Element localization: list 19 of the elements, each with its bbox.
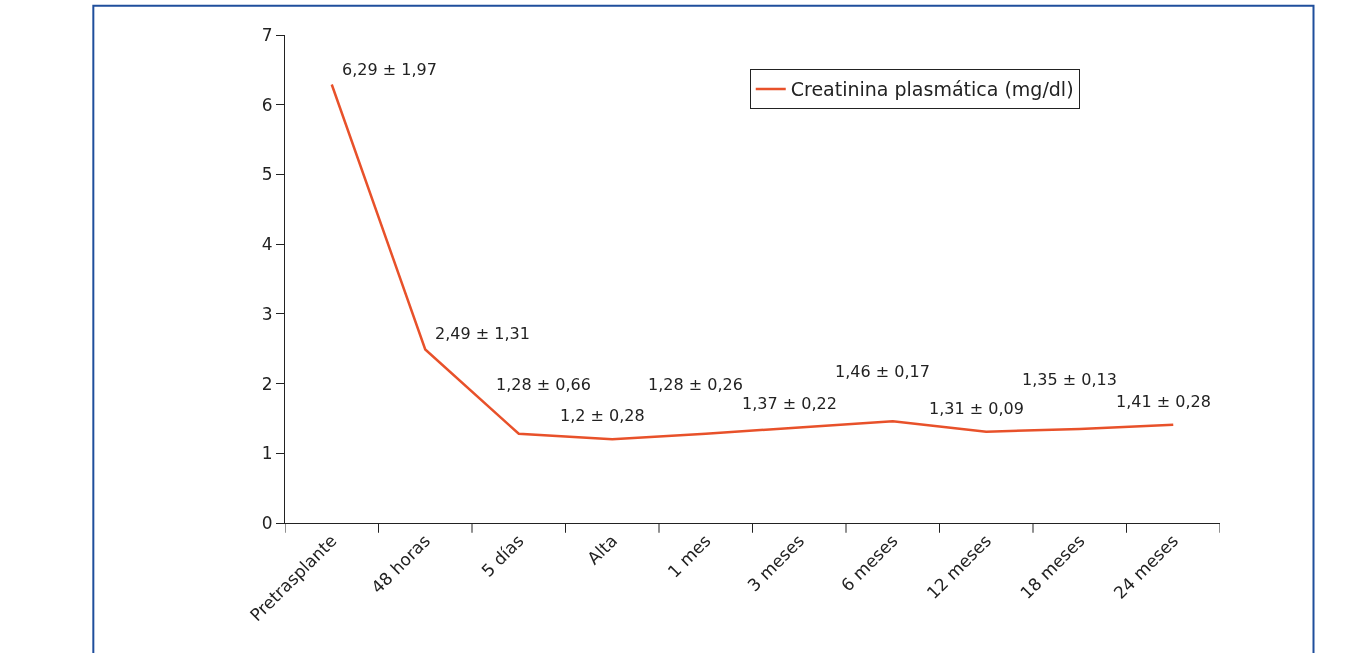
data-label: 6,29 ± 1,97 xyxy=(342,60,437,79)
y-tick-label: 5 xyxy=(261,164,273,185)
data-label: 1,28 ± 0,26 xyxy=(648,375,743,394)
data-label: 2,49 ± 1,31 xyxy=(435,324,530,343)
y-tick-label: 6 xyxy=(261,94,273,115)
y-tick-label: 0 xyxy=(261,512,273,533)
y-tick-label: 4 xyxy=(261,234,273,255)
data-label: 1,31 ± 0,09 xyxy=(929,399,1024,418)
data-label: 1,28 ± 0,66 xyxy=(496,375,591,394)
y-tick-label: 7 xyxy=(261,24,273,45)
y-tick-label: 2 xyxy=(261,373,273,394)
y-tick-label: 3 xyxy=(261,303,273,324)
y-tick-label: 1 xyxy=(261,443,273,464)
legend-label: Creatinina plasmática (mg/dl) xyxy=(790,78,1074,101)
data-label: 1,35 ± 0,13 xyxy=(1022,370,1117,389)
data-label: 1,41 ± 0,28 xyxy=(1116,392,1211,411)
data-label: 1,37 ± 0,22 xyxy=(742,394,837,413)
data-label: 1,2 ± 0,28 xyxy=(560,406,645,425)
data-label: 1,46 ± 0,17 xyxy=(835,362,930,381)
